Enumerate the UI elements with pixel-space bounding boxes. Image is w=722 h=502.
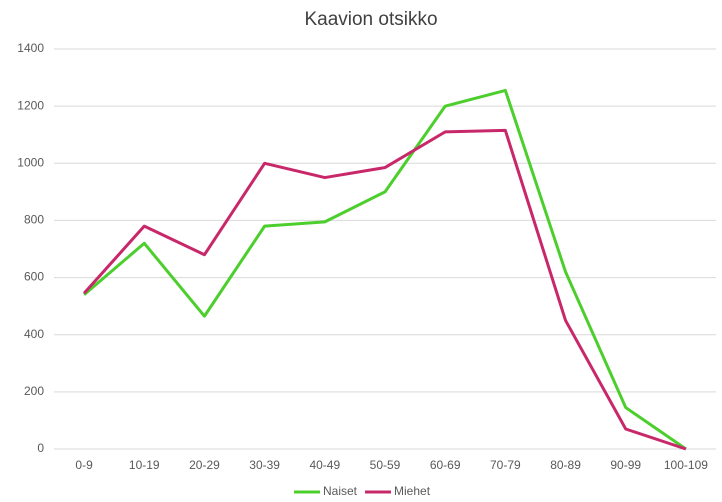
y-tick-label: 200 bbox=[24, 384, 44, 398]
x-tick-label: 30-39 bbox=[249, 458, 280, 472]
y-tick-label: 1000 bbox=[17, 155, 44, 169]
x-tick-label: 50-59 bbox=[370, 458, 401, 472]
x-tick-label: 70-79 bbox=[490, 458, 521, 472]
legend-label: Naiset bbox=[323, 484, 358, 498]
y-tick-label: 400 bbox=[24, 327, 44, 341]
chart-title: Kaavion otsikko bbox=[304, 9, 437, 30]
x-tick-label: 60-69 bbox=[430, 458, 461, 472]
x-tick-label: 10-19 bbox=[129, 458, 160, 472]
x-tick-label: 0-9 bbox=[75, 458, 93, 472]
y-tick-label: 1200 bbox=[17, 98, 44, 112]
y-tick-label: 800 bbox=[24, 213, 44, 227]
legend-label: Miehet bbox=[394, 484, 431, 498]
y-tick-label: 1400 bbox=[17, 41, 44, 55]
y-tick-label: 0 bbox=[37, 441, 44, 455]
x-tick-label: 40-49 bbox=[309, 458, 340, 472]
series-line bbox=[83, 88, 687, 451]
y-tick-label: 600 bbox=[24, 270, 44, 284]
x-tick-label: 20-29 bbox=[189, 458, 220, 472]
x-tick-label: 80-89 bbox=[550, 458, 581, 472]
x-tick-label: 100-109 bbox=[664, 458, 708, 472]
series-line bbox=[82, 128, 687, 451]
x-tick-label: 90-99 bbox=[610, 458, 641, 472]
